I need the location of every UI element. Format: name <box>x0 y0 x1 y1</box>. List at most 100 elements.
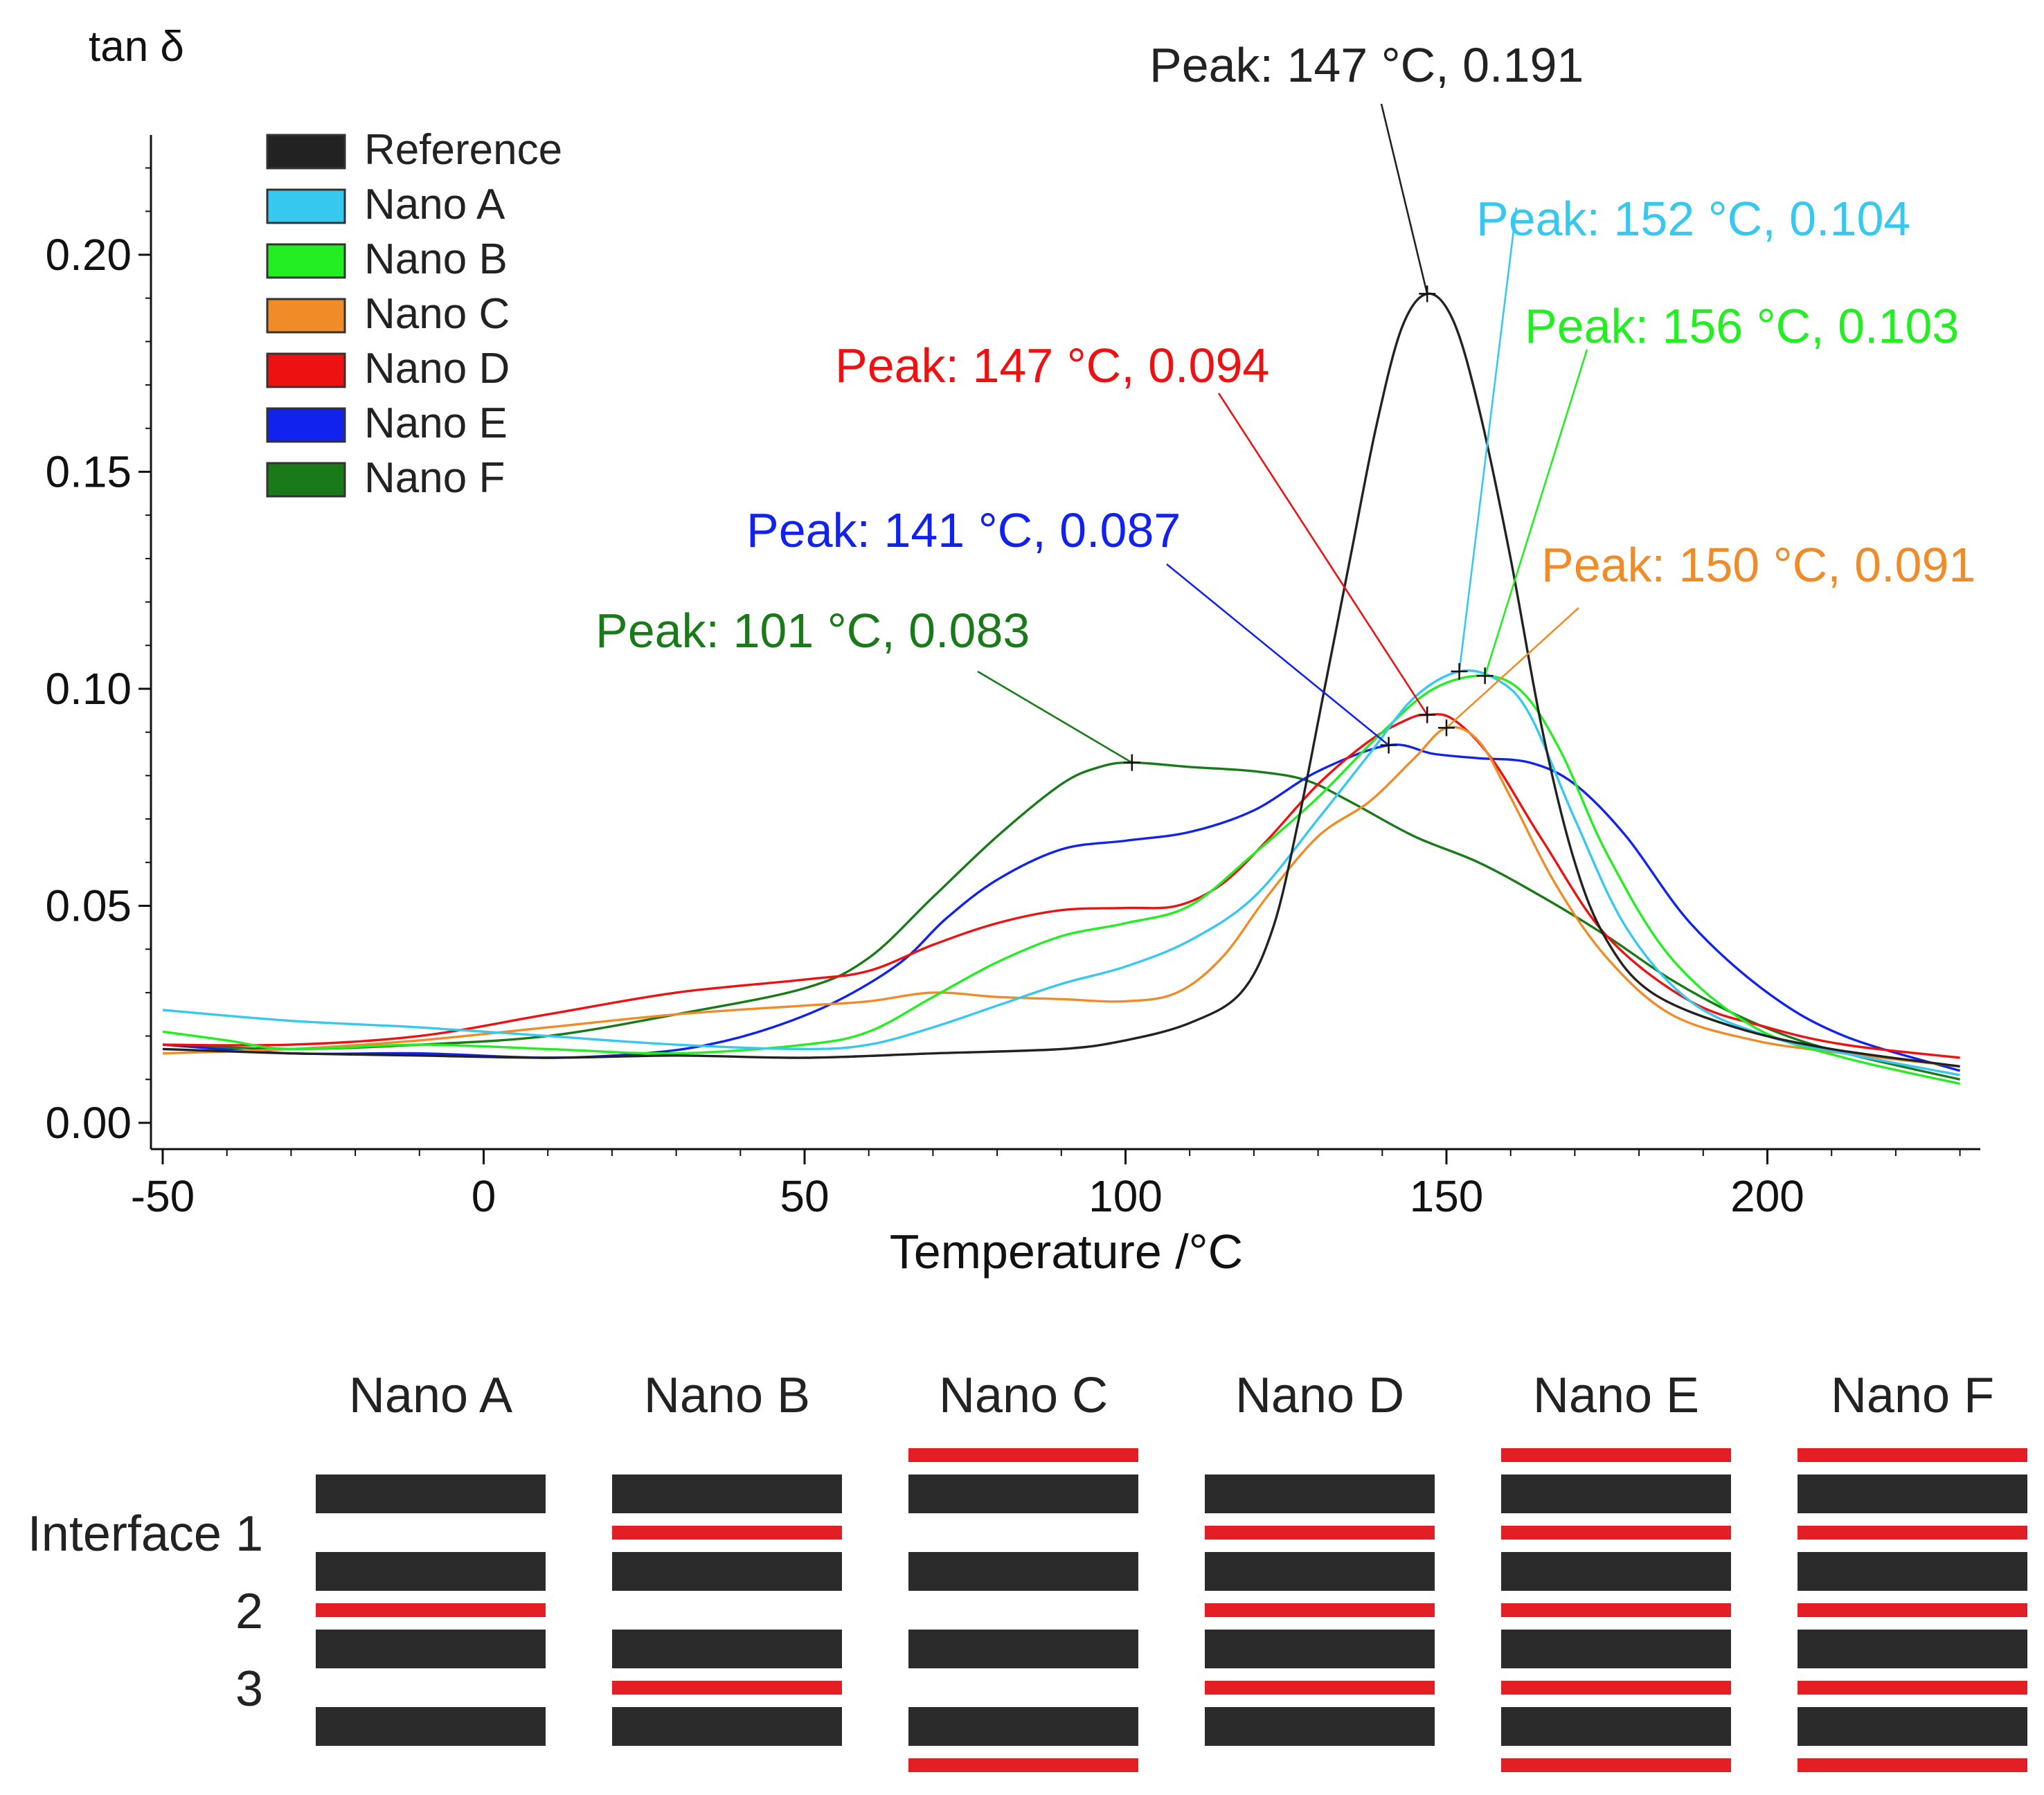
peak-leader-line <box>977 670 1133 764</box>
polymer-layer <box>612 1630 842 1668</box>
peak-label: Peak: 152 °C, 0.104 <box>1476 192 1910 246</box>
nano-interface-layer <box>1501 1758 1731 1772</box>
x-tick-label: 100 <box>1088 1171 1163 1221</box>
nano-interface-layer <box>1501 1526 1731 1540</box>
legend-swatch <box>266 134 346 170</box>
x-tick-label: 50 <box>780 1171 829 1221</box>
nano-interface-layer <box>1501 1681 1731 1695</box>
nano-interface-layer <box>908 1448 1138 1462</box>
polymer-layer <box>1798 1707 2027 1746</box>
polymer-layer <box>316 1630 546 1668</box>
nano-interface-layer <box>1205 1526 1435 1540</box>
nano-interface-layer <box>612 1681 842 1695</box>
x-axis-label: Temperature /°C <box>890 1225 1243 1279</box>
peak-label: Peak: 147 °C, 0.191 <box>1149 38 1584 92</box>
polymer-layer <box>612 1552 842 1591</box>
polymer-layer <box>612 1707 842 1746</box>
interface-row-label: Interface 1 <box>28 1506 263 1562</box>
nano-interface-layer <box>316 1603 546 1617</box>
polymer-layer <box>908 1474 1138 1513</box>
nano-interface-layer <box>1798 1758 2027 1772</box>
legend-entry: Nano B <box>364 235 508 283</box>
polymer-layer <box>1205 1552 1435 1591</box>
nano-interface-layer <box>1798 1448 2027 1462</box>
polymer-layer <box>1501 1474 1731 1513</box>
x-tick-label: -50 <box>131 1171 195 1221</box>
polymer-layer <box>316 1474 546 1513</box>
nano-interface-layer <box>908 1758 1138 1772</box>
nano-interface-layer <box>1798 1526 2027 1540</box>
polymer-layer <box>1798 1630 2027 1668</box>
y-tick-label: 0.10 <box>45 664 132 714</box>
series-line-nano-d <box>162 713 1960 1059</box>
peak-label: Peak: 141 °C, 0.087 <box>746 503 1181 557</box>
legend-entry: Nano A <box>364 181 505 228</box>
x-tick-label: 200 <box>1730 1171 1804 1221</box>
peak-leader-line <box>1217 393 1428 716</box>
polymer-layer <box>908 1552 1138 1591</box>
schematic-column-title: Nano C <box>939 1368 1108 1423</box>
series-line-nano-b <box>162 674 1960 1085</box>
y-tick-label: 0.15 <box>45 447 132 497</box>
peak-leader-line <box>1380 103 1428 294</box>
series-line-reference <box>162 292 1960 1068</box>
peak-leader-line <box>1166 563 1390 746</box>
legend-entry: Reference <box>364 126 562 174</box>
legend-swatch <box>266 298 346 334</box>
peak-label: Peak: 150 °C, 0.091 <box>1541 538 1975 592</box>
peak-label: Peak: 156 °C, 0.103 <box>1525 299 1959 353</box>
polymer-layer <box>908 1707 1138 1746</box>
polymer-layer <box>1501 1552 1731 1591</box>
polymer-layer <box>316 1552 546 1591</box>
peak-leader-line <box>1484 349 1588 676</box>
schematic-column-title: Nano B <box>644 1368 810 1423</box>
legend-swatch <box>266 243 346 279</box>
y-tick-label: 0.00 <box>45 1098 132 1148</box>
schematic-column-title: Nano A <box>349 1368 512 1423</box>
legend-swatch <box>266 352 346 388</box>
polymer-layer <box>612 1474 842 1513</box>
schematic-column-title: Nano D <box>1235 1368 1404 1423</box>
y-tick-label: 0.05 <box>45 881 132 931</box>
plot-area: 0.00 0.05 0.10 0.15 0.20 -50 0 50 100 150 200 Peak:… <box>45 38 1980 1221</box>
nano-interface-layer <box>1501 1603 1731 1617</box>
y-tick-label: 0.20 <box>45 230 132 280</box>
peak-leader-line <box>1458 207 1518 672</box>
peak-label: Peak: 101 °C, 0.083 <box>595 604 1030 658</box>
polymer-layer <box>1798 1474 2027 1513</box>
polymer-layer <box>1205 1630 1435 1668</box>
series-line-nano-f <box>162 761 1960 1081</box>
x-tick-label: 0 <box>472 1171 496 1221</box>
x-tick-label: 150 <box>1410 1171 1484 1221</box>
polymer-layer <box>1798 1552 2027 1591</box>
legend-swatch <box>266 407 346 443</box>
series-line-nano-c <box>162 725 1960 1068</box>
polymer-layer <box>1501 1707 1731 1746</box>
interface-row-label: 2 <box>235 1584 263 1639</box>
schematic-column-title: Nano E <box>1533 1368 1699 1423</box>
polymer-layer <box>1205 1474 1435 1513</box>
legend-entry: Nano E <box>364 399 508 447</box>
polymer-layer <box>316 1707 546 1746</box>
legend-entry: Nano C <box>364 290 510 338</box>
nano-interface-layer <box>1798 1681 2027 1695</box>
y-axis-label: tan δ <box>89 23 184 71</box>
polymer-layer <box>1501 1630 1731 1668</box>
legend-entry: Nano F <box>364 454 505 502</box>
nano-interface-layer <box>1205 1603 1435 1617</box>
nano-interface-layer <box>1501 1448 1731 1462</box>
nano-interface-layer <box>1205 1681 1435 1695</box>
schematic-column-title: Nano F <box>1831 1368 1994 1423</box>
interface-schematic: Nano A Nano B Nano C Nano D Nano E Nano F Inte… <box>28 1368 2027 1772</box>
legend-entry: Nano D <box>364 345 510 393</box>
polymer-layer <box>1205 1707 1435 1746</box>
peak-leader-line <box>1446 607 1579 729</box>
nano-interface-layer <box>612 1526 842 1540</box>
legend-swatch <box>266 188 346 224</box>
series-line-nano-a <box>162 669 1960 1076</box>
legend-swatch <box>266 462 346 498</box>
peak-label: Peak: 147 °C, 0.094 <box>835 339 1269 393</box>
interface-row-label: 3 <box>235 1661 263 1717</box>
nano-interface-layer <box>1798 1603 2027 1617</box>
